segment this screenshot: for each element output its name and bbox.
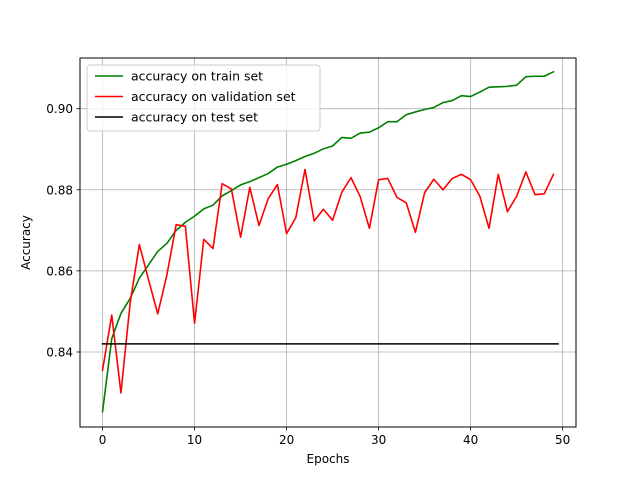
- y-tick-label: 0.84: [46, 345, 73, 359]
- x-tick-label: 20: [279, 433, 294, 447]
- y-tick-label: 0.90: [46, 102, 73, 116]
- x-axis-label: Epochs: [307, 452, 350, 466]
- ticks: 0 10 20 30 40 50 0.84 0.86 0.88 0.90: [46, 102, 570, 447]
- series-line-2: [101, 168, 555, 394]
- x-tick-label: 40: [463, 433, 478, 447]
- y-axis-label: Accuracy: [19, 215, 33, 270]
- y-tick-label: 0.86: [46, 264, 73, 278]
- x-tick-label: 50: [555, 433, 570, 447]
- y-tick-label: 0.88: [46, 183, 73, 197]
- series-lines: [101, 70, 559, 413]
- legend-label-1: accuracy on train set: [131, 69, 263, 84]
- x-tick-label: 30: [371, 433, 386, 447]
- legend: accuracy on train set accuracy on validat…: [86, 64, 321, 132]
- legend-label-3: accuracy on test set: [131, 110, 258, 125]
- x-tick-label: 10: [187, 433, 202, 447]
- legend-label-2: accuracy on validation set: [131, 89, 296, 104]
- legend-box: [86, 64, 321, 132]
- x-tick-label: 0: [99, 433, 107, 447]
- plot-frame: [79, 57, 577, 428]
- series-line-1: [101, 70, 555, 413]
